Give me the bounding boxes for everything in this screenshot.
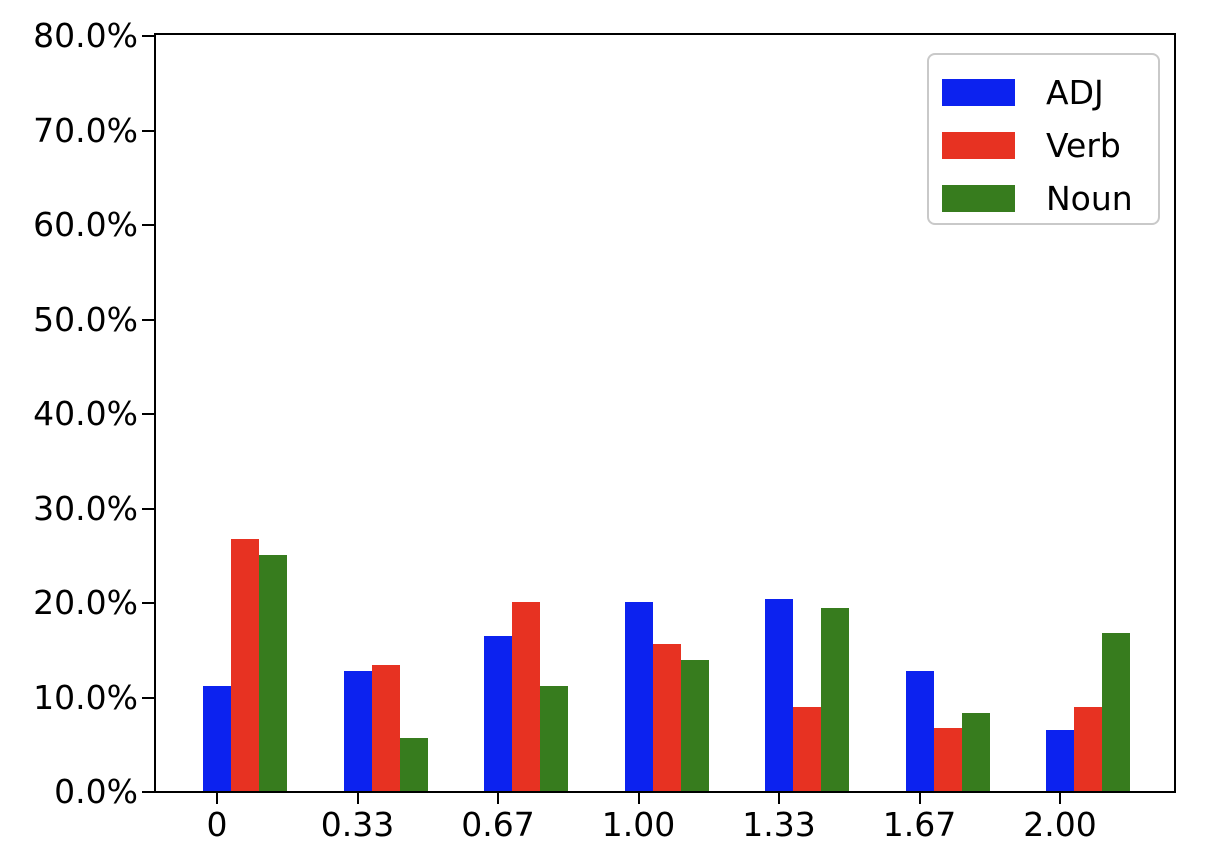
bar-noun-1.67 [961, 712, 990, 791]
y-tick-mark [142, 507, 155, 510]
x-tick-label: 2.00 [1023, 805, 1097, 844]
bar-noun-1.00 [680, 659, 709, 791]
x-tick-label: 1.33 [742, 805, 816, 844]
y-tick-mark [142, 413, 155, 415]
legend-swatch-verb-icon [942, 132, 1015, 159]
bar-adj-0.33 [343, 671, 372, 791]
legend-swatch-noun-icon [942, 185, 1015, 212]
x-tick-mark [216, 793, 218, 804]
bar-verb-0 [231, 538, 259, 791]
x-tick-label: 0.33 [320, 805, 395, 844]
bar-adj-1.67 [905, 671, 934, 791]
x-tick-label: 0.67 [461, 805, 535, 844]
bar-noun-0.33 [399, 738, 428, 791]
legend-row-noun: Noun [942, 172, 1158, 225]
legend-row-adj: ADJ [942, 66, 1158, 119]
y-tick-label: 30.0% [33, 488, 138, 528]
x-tick-mark [1059, 793, 1061, 804]
y-tick-mark [142, 318, 155, 321]
y-tick-mark [142, 129, 155, 132]
y-tick-mark [142, 696, 155, 699]
legend-swatch-adj-icon [942, 79, 1015, 106]
y-tick-label: 40.0% [33, 394, 138, 433]
x-tick-mark [497, 793, 499, 804]
bar-verb-0.67 [512, 602, 540, 791]
x-tick-label: 1.00 [601, 805, 676, 844]
bar-verb-1.00 [652, 643, 681, 791]
x-tick-mark [918, 793, 921, 804]
bar-verb-0.33 [371, 665, 400, 791]
bar-noun-2.00 [1102, 633, 1130, 791]
y-tick-mark [142, 602, 155, 604]
x-tick-label: 0 [206, 805, 228, 844]
bar-verb-2.00 [1074, 706, 1102, 791]
bar-adj-0 [203, 686, 231, 791]
x-tick-label: 1.67 [882, 805, 957, 844]
y-tick-label: 80.0% [33, 16, 138, 55]
legend-label-verb: Verb [1046, 125, 1121, 165]
x-tick-mark [778, 793, 780, 804]
y-tick-label: 0.0% [54, 772, 138, 811]
y-tick-label: 20.0% [33, 583, 138, 622]
y-tick-label: 10.0% [33, 677, 138, 717]
legend-label-adj: ADJ [1046, 72, 1104, 112]
bar-verb-1.33 [793, 706, 821, 791]
bar-verb-1.67 [933, 727, 962, 791]
y-tick-label: 50.0% [33, 299, 138, 339]
y-tick-label: 70.0% [33, 110, 138, 150]
y-tick-mark [142, 791, 155, 793]
x-tick-mark [356, 793, 359, 804]
bar-noun-0.67 [540, 686, 568, 791]
bar-noun-0 [259, 554, 287, 791]
bar-adj-0.67 [484, 636, 512, 791]
x-tick-mark [637, 793, 640, 804]
bar-noun-1.33 [821, 607, 849, 791]
legend-row-verb: Verb [942, 119, 1158, 172]
bar-adj-2.00 [1046, 729, 1074, 791]
y-tick-mark [142, 224, 155, 226]
y-tick-mark [142, 35, 155, 37]
bar-adj-1.33 [765, 599, 793, 791]
y-tick-label: 60.0% [33, 205, 138, 244]
legend-label-noun: Noun [1046, 178, 1133, 218]
legend: ADJ Verb Noun [927, 53, 1160, 225]
bar-adj-1.00 [624, 602, 653, 791]
